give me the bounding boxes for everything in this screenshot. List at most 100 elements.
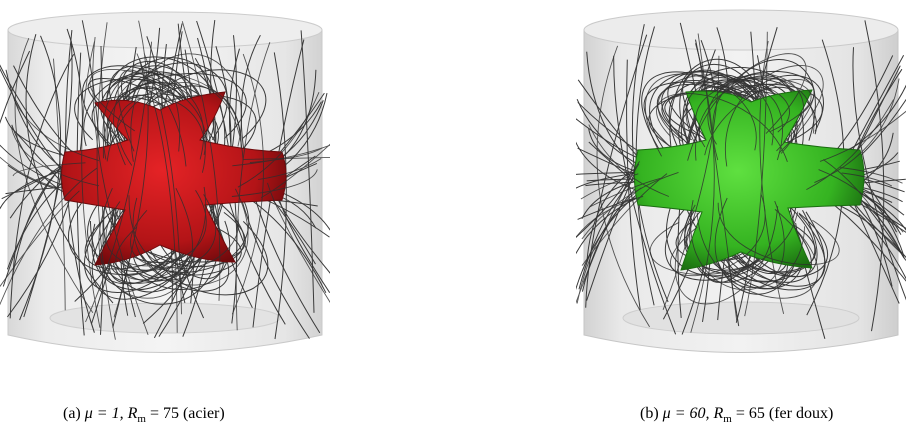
field-line: [674, 204, 779, 305]
field-line: [670, 193, 766, 277]
field-line: [806, 99, 894, 190]
field-line: [7, 164, 60, 191]
field-line: [697, 33, 738, 321]
figure-panel-b: [576, 0, 906, 360]
field-line: [300, 30, 315, 313]
field-line: [822, 159, 905, 259]
caption-b-mu: μ = 60,: [662, 405, 710, 422]
field-line: [0, 50, 31, 124]
field-line: [11, 166, 63, 278]
field-line: [585, 34, 648, 308]
figure-panel-a: [0, 0, 330, 360]
caption-a-mu: μ = 1,: [84, 405, 124, 422]
field-line: [581, 171, 679, 240]
field-line: [106, 82, 244, 162]
field-line: [267, 182, 330, 303]
field-line: [0, 167, 98, 306]
field-line: [132, 188, 249, 286]
cylinder-top-b: [583, 9, 899, 51]
caption-a-note: (acier): [182, 405, 225, 422]
caption-a-rm-symbol: R: [127, 405, 138, 422]
caption-b-rm-symbol: R: [713, 405, 724, 422]
field-line: [12, 162, 86, 177]
field-line: [103, 81, 205, 160]
field-line: [576, 187, 642, 304]
field-line: [586, 168, 638, 301]
field-line: [662, 55, 720, 310]
field-line: [819, 110, 906, 162]
field-line: [657, 74, 774, 146]
field-line: [113, 73, 241, 166]
render-image-a: [0, 11, 330, 353]
field-line: [249, 147, 323, 163]
field-line: [576, 195, 644, 238]
field-line: [143, 53, 182, 315]
field-lines-front-b: [576, 31, 906, 333]
field-line: [231, 53, 264, 315]
field-line: [102, 70, 181, 160]
field-line: [645, 73, 757, 157]
field-line: [864, 20, 885, 332]
field-line: [840, 167, 903, 184]
field-line: [136, 53, 178, 333]
field-line: [130, 194, 217, 269]
field-line: [98, 187, 193, 299]
field-line: [81, 41, 101, 328]
field-lines-front-a: [0, 20, 330, 340]
field-line: [712, 73, 805, 161]
field-line: [115, 186, 207, 281]
field-line: [105, 190, 207, 267]
field-line: [759, 40, 785, 315]
field-line: [714, 197, 806, 289]
field-line: [852, 47, 906, 301]
field-line: [0, 190, 80, 288]
magnet-blob-a: [61, 91, 287, 266]
field-line: [588, 124, 670, 197]
caption-a: (a) μ = 1, Rm = 75 (acier): [63, 404, 225, 429]
field-line: [5, 69, 67, 172]
field-line: [580, 173, 639, 200]
field-line: [14, 38, 94, 313]
field-line: [231, 169, 318, 197]
field-line: [649, 211, 799, 275]
field-line: [696, 209, 819, 299]
field-line: [841, 172, 893, 187]
field-line: [260, 143, 330, 198]
field-line: [589, 177, 662, 208]
caption-b: (b) μ = 60, Rm = 65 (fer doux): [640, 404, 833, 429]
field-line: [576, 161, 640, 304]
cylinder-bottom-b: [622, 301, 860, 335]
caption-b-note: (fer doux): [768, 405, 834, 422]
caption-a-label: (a): [63, 405, 81, 422]
field-line: [11, 128, 100, 187]
field-line: [13, 99, 99, 162]
field-line: [690, 200, 785, 291]
render-image-b: [576, 9, 906, 353]
field-line: [117, 69, 187, 167]
caption-a-rm: Rm: [127, 405, 146, 426]
field-line: [92, 37, 149, 335]
field-line: [0, 156, 57, 188]
field-line: [690, 43, 715, 333]
field-line: [631, 24, 669, 303]
caption-b-rm: Rm: [713, 405, 732, 426]
field-line: [181, 21, 221, 301]
field-line: [113, 20, 149, 318]
field-line: [96, 22, 116, 340]
caption-a-rm-value: = 75: [149, 405, 179, 422]
field-line: [596, 45, 650, 328]
field-line: [273, 52, 287, 340]
field-line: [257, 158, 322, 181]
field-line: [128, 195, 239, 269]
caption-a-rm-sub: m: [137, 413, 146, 426]
field-line: [818, 169, 904, 233]
field-line: [117, 96, 206, 173]
field-line: [130, 53, 242, 162]
field-line: [686, 66, 804, 165]
field-line: [237, 92, 320, 188]
magnet-blob-b: [634, 89, 865, 271]
cylinder-top-a: [7, 11, 323, 49]
field-line: [724, 65, 824, 167]
caption-b-rm-sub: m: [723, 413, 732, 426]
field-line: [235, 41, 271, 331]
